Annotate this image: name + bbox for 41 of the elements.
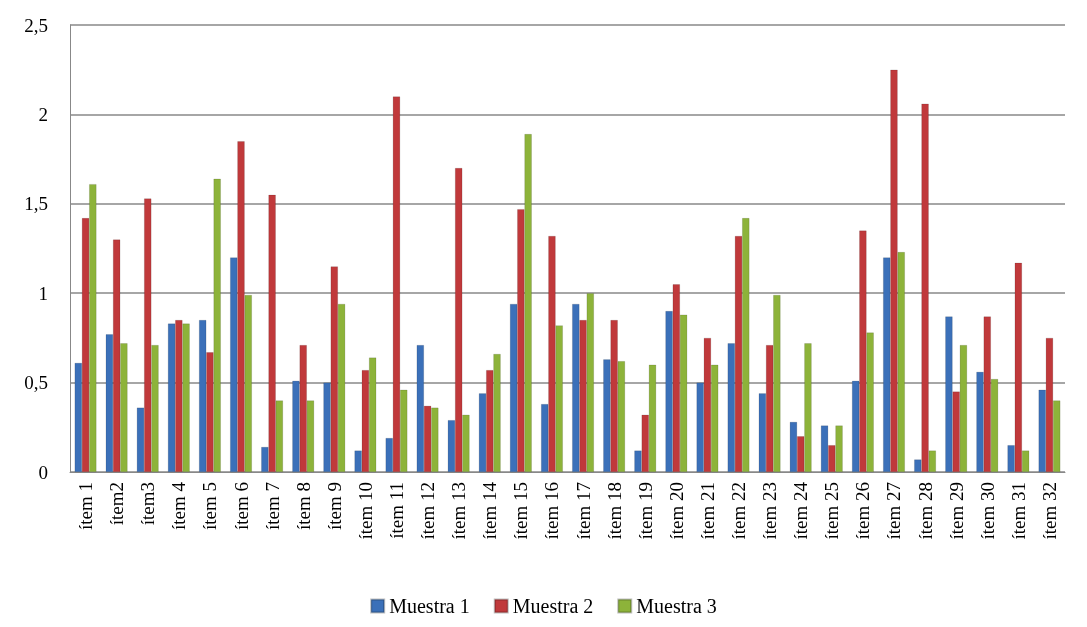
x-tick-label: ítem 18 xyxy=(603,482,625,540)
x-tick-label: ítem 21 xyxy=(696,482,718,540)
x-tick-label: ítem3 xyxy=(137,482,159,526)
y-tick-label: 2 xyxy=(38,103,48,125)
x-tick-label: ítem 28 xyxy=(914,482,936,540)
x-tick-label: ítem 6 xyxy=(230,482,252,531)
x-tick-label: ítem 20 xyxy=(665,482,687,540)
y-tick-label: 2,5 xyxy=(24,14,48,36)
x-tick-label: ítem 11 xyxy=(385,482,407,539)
x-tick-label: ítem 22 xyxy=(728,482,750,540)
x-tick-label: ítem 15 xyxy=(510,482,532,540)
legend-label: Muestra 3 xyxy=(636,595,717,617)
x-tick-label: ítem 19 xyxy=(634,482,656,540)
y-tick-label: 1,5 xyxy=(24,193,48,215)
x-tick-label: ítem 4 xyxy=(168,481,190,531)
x-tick-label: ítem 24 xyxy=(790,481,812,540)
legend-label: Muestra 1 xyxy=(389,595,470,617)
x-tick-label: ítem 10 xyxy=(354,482,376,540)
x-tick-label: ítem 16 xyxy=(541,482,563,540)
x-tick-label: ítem 26 xyxy=(852,482,874,540)
x-tick-label: ítem 5 xyxy=(199,482,221,531)
x-tick-label: ítem 8 xyxy=(292,482,314,531)
x-tick-label: ítem 17 xyxy=(572,482,594,540)
y-tick-label: 1 xyxy=(38,282,48,304)
x-tick-label: ítem 14 xyxy=(479,481,501,540)
x-tick-label: ítem 12 xyxy=(417,482,439,540)
x-tick-label: ítem 23 xyxy=(759,482,781,540)
y-tick-label: 0 xyxy=(38,461,48,483)
x-tick-label: ítem 13 xyxy=(448,482,470,540)
x-tick-label: ítem 31 xyxy=(1007,482,1029,540)
x-tick-label: ítem 32 xyxy=(1038,482,1060,540)
x-tick-label: ítem2 xyxy=(106,482,128,526)
x-tick-label: ítem 25 xyxy=(821,482,843,540)
x-tick-label: ítem 1 xyxy=(75,482,97,531)
x-tick-label: ítem 29 xyxy=(945,482,967,540)
x-tick-label: ítem 30 xyxy=(976,482,998,540)
y-tick-label: 0,5 xyxy=(24,372,48,394)
legend-label: Muestra 2 xyxy=(512,595,594,617)
x-tick-label: ítem 9 xyxy=(323,482,345,531)
x-tick-label: ítem 27 xyxy=(883,482,905,540)
x-tick-label: ítem 7 xyxy=(261,482,283,531)
